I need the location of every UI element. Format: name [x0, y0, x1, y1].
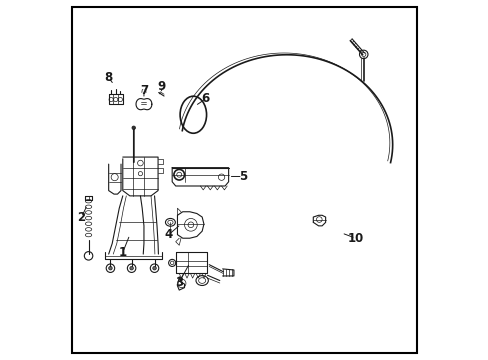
Circle shape — [132, 126, 135, 130]
Circle shape — [152, 266, 156, 270]
Text: 6: 6 — [201, 93, 209, 105]
Text: 4: 4 — [164, 228, 172, 241]
Text: 1: 1 — [119, 246, 126, 259]
Text: 9: 9 — [157, 80, 165, 93]
Text: 3: 3 — [175, 276, 183, 289]
Circle shape — [108, 266, 112, 270]
Text: 2: 2 — [77, 211, 85, 224]
Circle shape — [130, 266, 133, 270]
Text: 10: 10 — [347, 232, 363, 245]
Text: 7: 7 — [140, 84, 148, 96]
Text: 8: 8 — [104, 71, 113, 84]
Text: 5: 5 — [238, 170, 246, 183]
